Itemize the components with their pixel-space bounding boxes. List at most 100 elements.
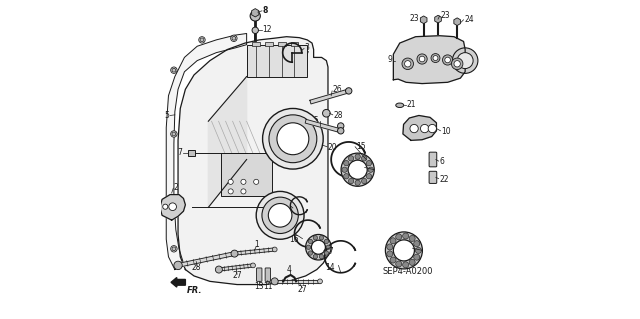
- Text: 6: 6: [439, 157, 444, 166]
- Circle shape: [324, 239, 328, 244]
- Bar: [291, 42, 298, 46]
- FancyBboxPatch shape: [429, 171, 436, 183]
- Text: 21: 21: [407, 100, 416, 109]
- Text: 19: 19: [413, 244, 423, 253]
- Circle shape: [342, 167, 348, 172]
- Text: 28: 28: [333, 111, 343, 120]
- Text: 22: 22: [439, 175, 449, 184]
- FancyArrow shape: [171, 278, 186, 287]
- Text: 23: 23: [409, 14, 419, 23]
- Circle shape: [415, 248, 422, 253]
- Circle shape: [344, 174, 349, 179]
- Text: 8: 8: [262, 6, 268, 15]
- Circle shape: [394, 240, 415, 261]
- Circle shape: [326, 245, 330, 249]
- Text: 16: 16: [290, 235, 300, 244]
- Circle shape: [231, 250, 238, 257]
- Text: 25: 25: [310, 116, 319, 125]
- Polygon shape: [166, 33, 246, 270]
- Circle shape: [402, 58, 413, 70]
- Circle shape: [355, 180, 360, 185]
- Circle shape: [457, 53, 473, 69]
- Circle shape: [355, 154, 360, 159]
- Circle shape: [409, 235, 415, 241]
- Ellipse shape: [396, 103, 404, 108]
- Circle shape: [368, 167, 373, 172]
- Circle shape: [433, 56, 438, 61]
- Text: FR.: FR.: [187, 286, 202, 295]
- Circle shape: [308, 239, 312, 244]
- Text: 5: 5: [164, 111, 169, 120]
- Circle shape: [403, 233, 409, 239]
- Text: 26: 26: [332, 85, 342, 94]
- Circle shape: [171, 195, 177, 201]
- Circle shape: [417, 54, 427, 64]
- Circle shape: [451, 58, 463, 70]
- Circle shape: [324, 251, 328, 255]
- Circle shape: [268, 204, 292, 227]
- Circle shape: [445, 57, 451, 63]
- Circle shape: [313, 236, 317, 240]
- Text: 17: 17: [324, 247, 334, 256]
- Text: 3: 3: [305, 43, 310, 52]
- Circle shape: [253, 179, 259, 184]
- Text: 7: 7: [177, 148, 182, 157]
- Polygon shape: [178, 252, 235, 267]
- Circle shape: [387, 244, 393, 250]
- Text: 13: 13: [254, 282, 264, 291]
- Circle shape: [390, 257, 396, 263]
- Text: 4: 4: [287, 265, 291, 274]
- Circle shape: [319, 236, 324, 240]
- Circle shape: [428, 124, 436, 133]
- Bar: [221, 153, 272, 196]
- Circle shape: [262, 197, 298, 234]
- Circle shape: [199, 37, 205, 43]
- Circle shape: [419, 56, 425, 62]
- Circle shape: [385, 232, 422, 269]
- Circle shape: [454, 61, 460, 67]
- Circle shape: [387, 251, 393, 257]
- Text: 14: 14: [326, 263, 335, 272]
- Polygon shape: [160, 195, 186, 220]
- Circle shape: [251, 263, 255, 268]
- Circle shape: [216, 266, 222, 273]
- Circle shape: [171, 67, 177, 73]
- Circle shape: [420, 124, 429, 133]
- Circle shape: [317, 279, 323, 284]
- Bar: [252, 42, 260, 46]
- Polygon shape: [310, 89, 349, 104]
- Circle shape: [232, 36, 236, 40]
- Circle shape: [313, 255, 317, 259]
- Circle shape: [228, 189, 233, 194]
- Circle shape: [172, 68, 176, 72]
- Circle shape: [174, 261, 182, 270]
- FancyBboxPatch shape: [257, 268, 262, 281]
- Text: 28: 28: [192, 263, 202, 272]
- Text: ATM-7: ATM-7: [274, 51, 310, 61]
- Circle shape: [404, 61, 411, 67]
- Circle shape: [306, 234, 331, 260]
- Circle shape: [366, 160, 372, 166]
- FancyBboxPatch shape: [265, 268, 271, 281]
- Text: 11: 11: [263, 282, 273, 291]
- Circle shape: [171, 131, 177, 137]
- Circle shape: [241, 179, 246, 184]
- Circle shape: [341, 153, 374, 186]
- Circle shape: [252, 27, 259, 33]
- Circle shape: [409, 259, 415, 265]
- Circle shape: [171, 246, 177, 252]
- Circle shape: [344, 160, 349, 166]
- Polygon shape: [394, 36, 465, 84]
- Text: 15: 15: [356, 142, 365, 151]
- Text: 23: 23: [440, 11, 450, 20]
- Bar: [246, 45, 307, 77]
- Circle shape: [241, 189, 246, 194]
- Circle shape: [413, 241, 420, 247]
- Circle shape: [323, 109, 330, 117]
- Circle shape: [230, 35, 237, 41]
- Text: 22: 22: [282, 204, 291, 213]
- Circle shape: [172, 132, 176, 136]
- Text: 1: 1: [254, 241, 259, 249]
- Text: 20: 20: [328, 143, 337, 152]
- Bar: [265, 42, 273, 46]
